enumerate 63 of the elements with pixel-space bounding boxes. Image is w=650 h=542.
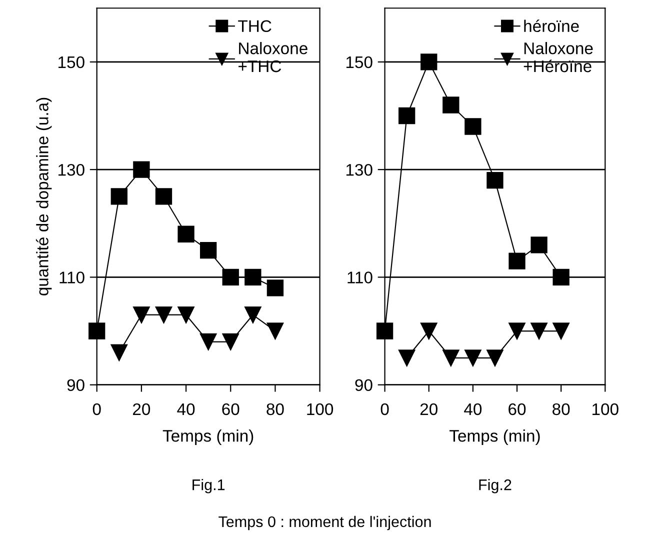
y-tick-label: 90 (355, 379, 372, 392)
legend-label: Naloxone +Héroïne (524, 42, 593, 72)
point (110, 344, 128, 361)
caption: Fig.1 (192, 478, 225, 494)
y-tick-label: 130 (346, 164, 372, 176)
x-tick-label: 80 (552, 403, 570, 416)
legend-label: héroïne (524, 20, 579, 32)
point (442, 96, 460, 114)
point (552, 268, 570, 286)
point (376, 322, 394, 340)
point (508, 252, 526, 270)
legend-label: THC (238, 20, 272, 32)
x-tick-label: 20 (133, 403, 150, 416)
x-tick-label: 60 (508, 403, 526, 416)
y-tick-label: 150 (346, 56, 372, 68)
point (222, 333, 239, 350)
point (398, 107, 416, 124)
y-tick-label: 110 (348, 272, 372, 284)
y-tick-label: 90 (67, 379, 84, 392)
point (552, 322, 570, 340)
point (155, 188, 172, 205)
point (464, 118, 482, 135)
point (133, 161, 150, 178)
point (178, 306, 194, 324)
x-tick-label: 100 (307, 403, 334, 416)
y-tick-label: 130 (58, 164, 84, 176)
point (442, 350, 460, 366)
point (155, 306, 172, 324)
point (222, 268, 239, 286)
x-tick-label: 60 (222, 403, 240, 416)
point (178, 226, 194, 242)
point (508, 322, 526, 340)
point (266, 322, 284, 340)
y-tick-label: 110 (60, 272, 84, 284)
point (200, 333, 217, 350)
y-axis-title: quantité de dopamine (u.a) (36, 98, 52, 296)
point (133, 306, 150, 324)
point (244, 306, 262, 324)
x-axis-title: Temps (min) (162, 430, 254, 446)
x-tick-label: 0 (380, 403, 389, 416)
point (530, 322, 548, 340)
point (88, 322, 106, 340)
x-tick-label: 20 (420, 403, 438, 416)
point (200, 242, 217, 259)
point (398, 350, 416, 366)
x-tick-label: 40 (177, 403, 195, 416)
point (266, 280, 284, 296)
x-tick-label: 0 (92, 403, 101, 416)
point (530, 236, 548, 254)
x-tick-label: 80 (266, 403, 284, 416)
point (420, 322, 438, 340)
text: Temps 0 : moment de l'injection (218, 516, 431, 530)
x-tick-label: 40 (464, 403, 482, 416)
point (244, 268, 262, 286)
caption: Fig.2 (479, 478, 512, 494)
point (110, 188, 128, 205)
point (486, 172, 504, 189)
point (420, 54, 438, 70)
y-tick-label: 150 (58, 56, 84, 68)
x-axis-title: Temps (min) (450, 430, 540, 446)
point (486, 350, 504, 366)
x-tick-label: 100 (592, 403, 618, 416)
point (464, 350, 482, 366)
